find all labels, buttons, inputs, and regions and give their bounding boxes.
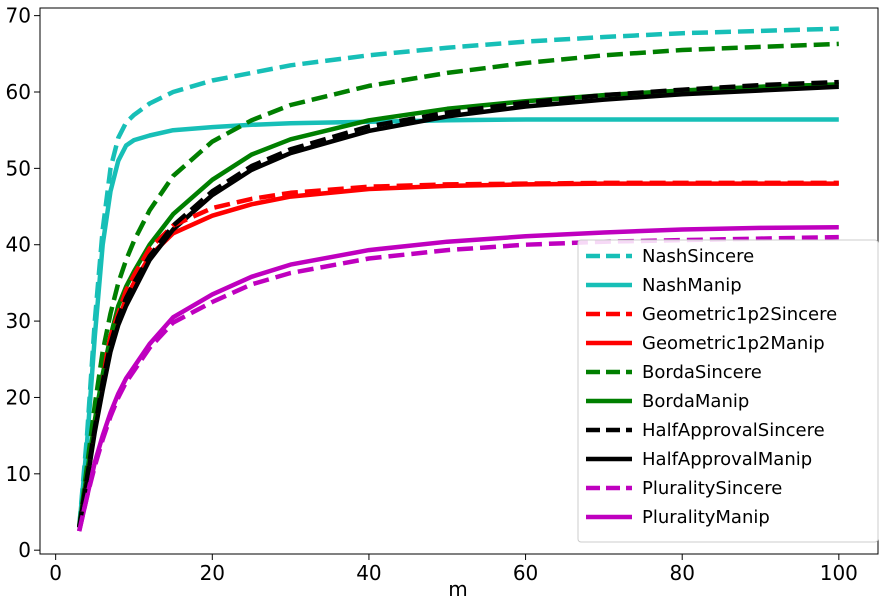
x-tick-label: 80 <box>669 561 694 585</box>
legend-label: PluralitySincere <box>642 478 782 499</box>
legend-label: NashSincere <box>642 246 754 267</box>
legend-label: Geometric1p2Manip <box>642 333 825 354</box>
legend-label: BordaSincere <box>642 362 762 383</box>
y-tick-label: 0 <box>18 538 31 562</box>
y-tick-label: 40 <box>6 233 31 257</box>
y-axis-ticks: 0 10 20 30 40 50 60 70 <box>6 4 40 562</box>
legend-label: PluralityManip <box>642 507 770 528</box>
legend-label: BordaManip <box>642 391 749 412</box>
y-tick-label: 10 <box>6 462 31 486</box>
x-tick-label: 0 <box>49 561 62 585</box>
x-tick-label: 20 <box>200 561 225 585</box>
legend-label: HalfApprovalSincere <box>642 420 825 441</box>
series-line-nashsincere <box>76 26 839 528</box>
series-line-nashmanip <box>76 117 839 528</box>
legend: NashSincere NashManip Geometric1p2Sincere G… <box>577 239 879 543</box>
x-axis-label: m <box>448 577 467 601</box>
series-line-pluralitysincere <box>77 234 839 532</box>
x-tick-label: 60 <box>513 561 538 585</box>
series-line-bordasincere <box>76 41 839 528</box>
y-tick-label: 60 <box>6 80 31 104</box>
legend-box <box>577 239 879 543</box>
legend-label: Geometric1p2Sincere <box>642 304 837 325</box>
x-axis-ticks: 0 20 40 60 80 100 <box>49 554 858 585</box>
series-layer <box>76 26 839 532</box>
x-tick-label: 40 <box>356 561 381 585</box>
series-line-halfapprovalsincere <box>76 79 839 528</box>
x-tick-label: 100 <box>820 561 858 585</box>
y-tick-label: 20 <box>6 385 31 409</box>
legend-label: NashManip <box>642 275 742 296</box>
y-tick-label: 50 <box>6 156 31 180</box>
y-tick-label: 30 <box>6 309 31 333</box>
legend-label: HalfApprovalManip <box>642 449 812 470</box>
y-tick-label: 70 <box>6 4 31 28</box>
